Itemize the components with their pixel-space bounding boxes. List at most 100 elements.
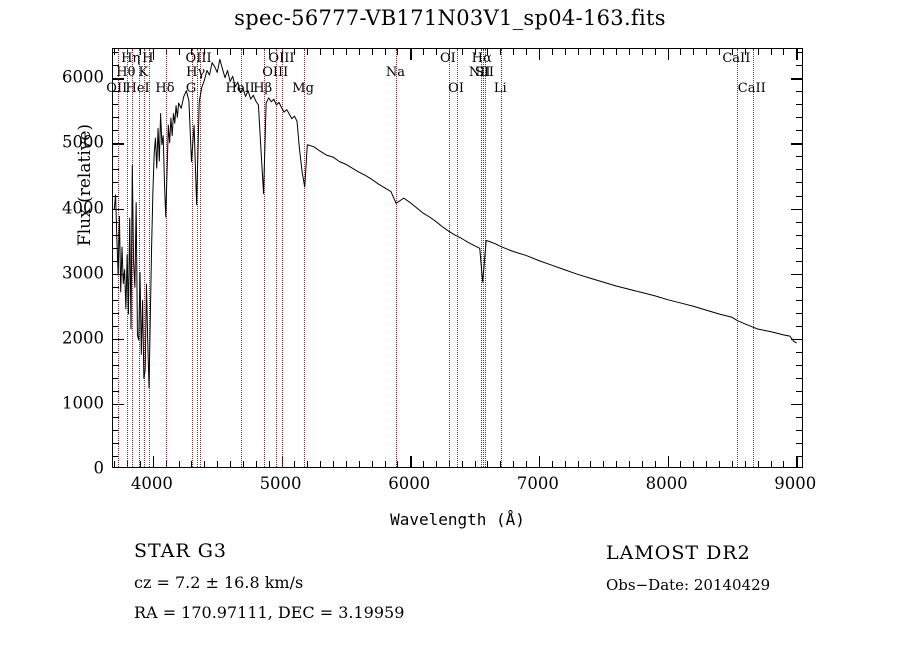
x-tick-label: 5000: [259, 474, 302, 493]
axis-tick: [590, 461, 592, 467]
spectral-line-marker: [448, 49, 450, 467]
y-tick-label: 4000: [62, 198, 104, 218]
spectral-line-label: Hα: [471, 51, 492, 66]
spectral-line-marker: [241, 49, 243, 467]
axis-tick: [796, 442, 802, 444]
axis-tick: [113, 130, 119, 132]
axis-tick: [461, 49, 463, 55]
spectral-line-marker: [304, 49, 306, 467]
spectral-line-marker: [480, 49, 482, 467]
axis-tick: [113, 312, 119, 314]
axis-tick: [333, 461, 335, 467]
axis-tick: [616, 49, 618, 55]
spectral-line-marker: [737, 49, 739, 467]
spectral-line-label: CaII: [722, 51, 751, 66]
y-tick-label: 3000: [62, 263, 104, 283]
axis-tick: [178, 461, 180, 467]
spectral-line-label: Hδ: [155, 81, 175, 96]
page-title: spec-56777-VB171N03V1_sp04-163.fits: [234, 6, 666, 30]
axis-tick: [230, 49, 232, 55]
coordinates-text: RA = 170.97111, DEC = 3.19959: [134, 603, 405, 622]
axis-tick: [628, 49, 630, 55]
axis-tick: [796, 117, 802, 119]
axis-tick: [397, 461, 399, 467]
obs-date-text: Obs−Date: 20140429: [606, 576, 771, 594]
axis-tick: [796, 234, 802, 236]
survey-name-text: LAMOST DR2: [606, 542, 751, 564]
axis-tick: [577, 461, 579, 467]
y-tick-label: 5000: [62, 132, 104, 152]
axis-tick: [796, 416, 802, 418]
axis-tick: [114, 49, 116, 55]
axis-tick: [796, 325, 802, 327]
axis-tick: [603, 49, 605, 55]
axis-tick: [783, 49, 785, 55]
x-axis-label: Wavelength (Å): [390, 510, 525, 529]
axis-tick: [461, 461, 463, 467]
axis-tick: [204, 461, 206, 467]
axis-tick: [564, 49, 566, 55]
axis-tick: [320, 461, 322, 467]
axis-tick: [255, 49, 257, 55]
axis-tick: [268, 461, 270, 467]
axis-tick: [191, 461, 193, 467]
axis-tick: [268, 49, 270, 55]
axis-tick: [242, 49, 244, 55]
axis-tick: [796, 104, 802, 106]
axis-tick: [783, 461, 785, 467]
axis-tick: [255, 461, 257, 467]
axis-tick: [113, 442, 119, 444]
spectral-line-label: HeI: [125, 81, 150, 96]
axis-tick: [744, 49, 746, 55]
spectral-line-label: OIII: [262, 65, 289, 80]
axis-tick: [667, 456, 669, 467]
axis-tick: [140, 461, 142, 467]
axis-tick: [113, 104, 119, 106]
y-axis-label: Flux (relative): [75, 123, 95, 247]
x-tick-label: 4000: [130, 474, 173, 493]
axis-tick: [113, 416, 119, 418]
axis-tick: [500, 49, 502, 55]
spectral-line-marker: [457, 49, 459, 467]
spectral-line-label: Hγ: [186, 65, 206, 80]
axis-tick: [796, 182, 802, 184]
axis-tick: [113, 325, 119, 327]
axis-tick: [791, 78, 802, 80]
axis-tick: [731, 49, 733, 55]
axis-tick: [693, 461, 695, 467]
y-tick-label: 0: [93, 458, 105, 478]
axis-tick: [706, 461, 708, 467]
axis-tick: [371, 49, 373, 55]
spectral-line-marker: [196, 49, 198, 467]
axis-tick: [397, 49, 399, 55]
axis-tick: [113, 234, 119, 236]
axis-tick: [113, 156, 119, 158]
spectrum-curve: [113, 58, 797, 389]
axis-tick: [191, 49, 193, 55]
axis-tick: [680, 461, 682, 467]
x-tick-label: 6000: [388, 474, 431, 493]
spectral-line-label: Na: [385, 65, 406, 80]
axis-tick: [152, 49, 155, 60]
axis-tick: [796, 390, 802, 392]
spectral-line-marker: [276, 49, 278, 467]
axis-tick: [791, 143, 802, 145]
axis-tick: [641, 461, 643, 467]
axis-tick: [796, 351, 802, 353]
axis-tick: [719, 49, 721, 55]
axis-tick: [551, 49, 553, 55]
axis-tick: [796, 65, 802, 67]
spectral-line-marker: [199, 49, 201, 467]
axis-tick: [791, 208, 802, 210]
axis-tick: [113, 182, 119, 184]
spectral-line-label: OIII: [185, 51, 212, 66]
axis-tick: [230, 461, 232, 467]
axis-tick: [384, 49, 386, 55]
axis-tick: [384, 461, 386, 467]
redshift-text: cz = 7.2 ± 16.8 km/s: [134, 573, 304, 592]
axis-tick: [513, 49, 515, 55]
star-class-text: STAR G3: [134, 540, 227, 562]
spectral-line-label: CaII: [737, 81, 766, 96]
axis-tick: [616, 461, 618, 467]
spectral-line-label: Hη: [121, 51, 141, 66]
